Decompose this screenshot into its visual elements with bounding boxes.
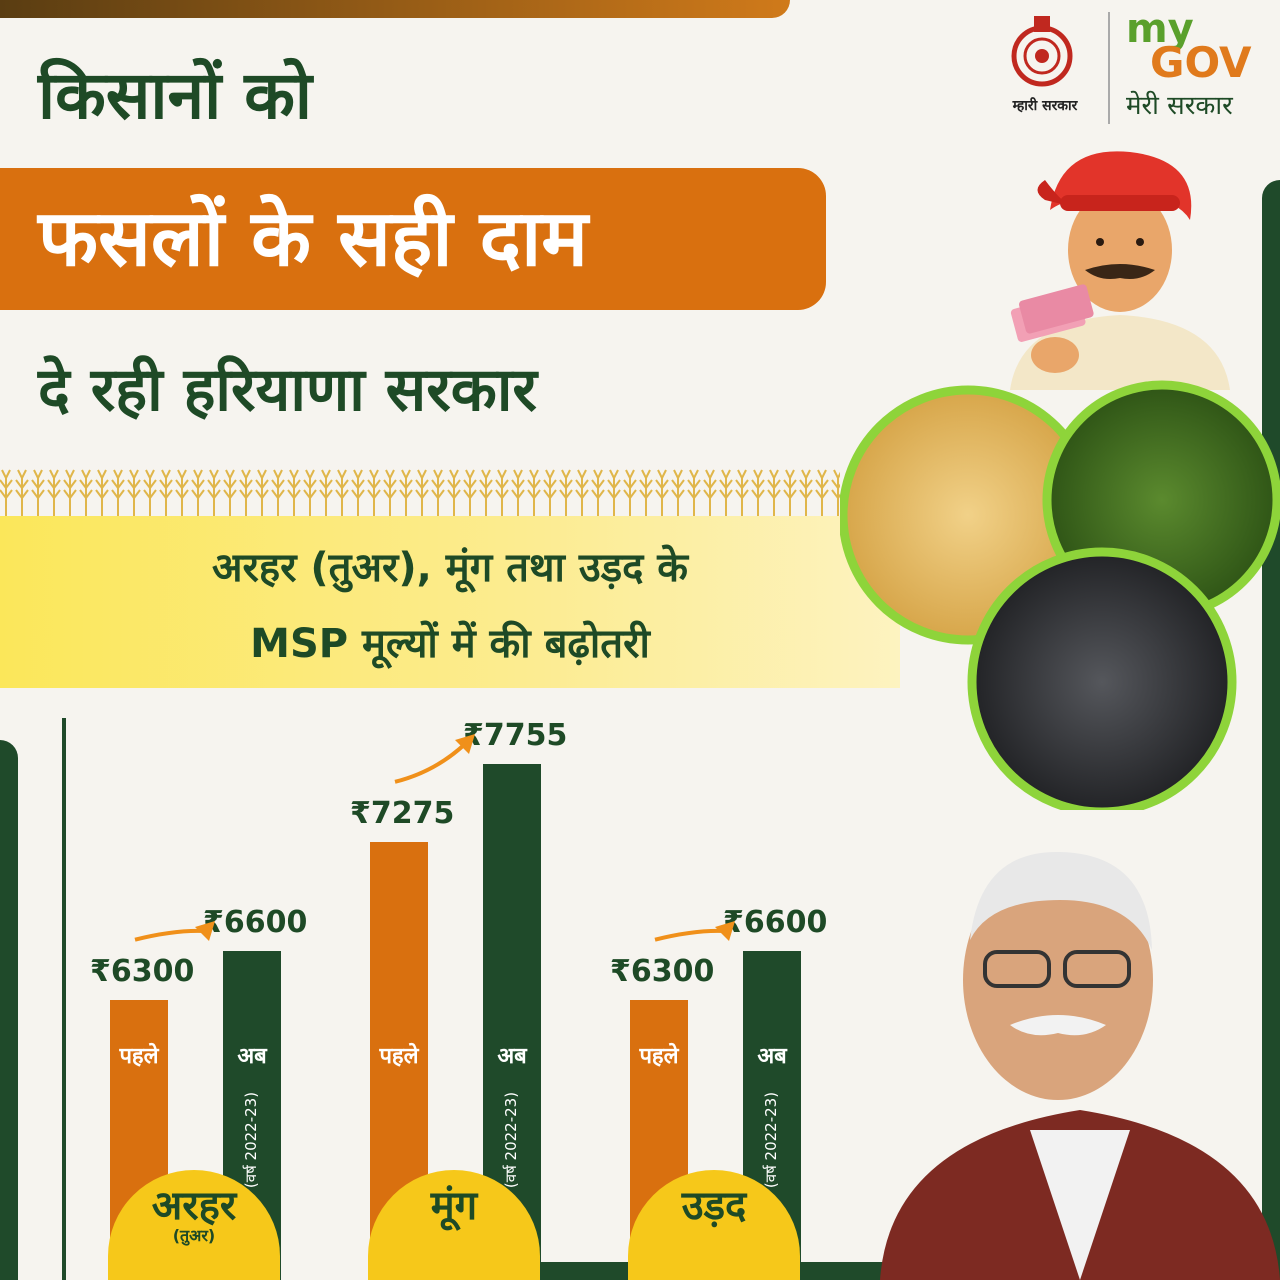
bar-label: अब	[497, 1044, 527, 1069]
headline-line-1: किसानों को	[38, 57, 312, 134]
logo-divider	[1108, 12, 1110, 124]
crop-name: अरहर	[151, 1183, 237, 1229]
increase-arrow-icon	[654, 921, 735, 942]
bar-before-1: पहले	[370, 841, 428, 1280]
bar-label: अब	[237, 1043, 267, 1069]
msp-banner-line-1: अरहर (तुअर), मूंग तथा उड़द के	[211, 545, 689, 591]
mygov-logo-gov: GOV	[1150, 38, 1252, 87]
chart-axis	[62, 718, 66, 1280]
crop-subtitle: (तुअर)	[172, 1226, 216, 1245]
year-note: (वर्ष 2022-23)	[762, 1091, 781, 1189]
increase-arrow-icon	[134, 921, 215, 942]
bar-now-2: अब (वर्ष 2022-23)	[743, 951, 801, 1280]
mygov-caption: मेरी सरकार	[1126, 91, 1233, 121]
mygov-logo-my: my	[1126, 6, 1194, 52]
value-label: ₹6600	[723, 905, 828, 941]
bar-label: अब	[757, 1043, 787, 1069]
value-label: ₹6300	[90, 954, 195, 989]
value-label: ₹6600	[203, 905, 308, 941]
value-label: ₹6300	[610, 954, 715, 989]
crop-badge: अरहर (तुअर)	[108, 1170, 280, 1280]
value-label: ₹7275	[350, 795, 455, 831]
year-note: (वर्ष 2022-23)	[502, 1091, 521, 1189]
headline-line-3: दे रही हरियाणा सरकार	[38, 355, 537, 425]
chief-minister-photo	[880, 851, 1280, 1280]
crop-name: उड़द	[681, 1183, 747, 1229]
bar-label: पहले	[379, 1043, 419, 1069]
top-accent-strip	[0, 0, 790, 18]
grain-bowls-illustration	[840, 380, 1280, 810]
msp-banner-line-2: MSP मूल्यों में की बढ़ोतरी	[250, 621, 650, 667]
crop-name: मूंग	[430, 1183, 478, 1229]
headline-highlight-box	[0, 168, 826, 310]
bar-label: पहले	[639, 1044, 679, 1069]
wheat-decoration	[0, 469, 840, 516]
headline-line-2: फसलों के सही दाम	[38, 194, 588, 284]
bar-before-2: पहले	[630, 1000, 688, 1280]
left-accent-strip	[0, 740, 18, 1280]
increase-arrow-icon	[394, 734, 475, 784]
bar-before-0: पहले	[110, 1000, 168, 1280]
haryana-emblem-icon	[1011, 16, 1073, 87]
bar-now-0: अब (वर्ष 2022-23)	[223, 951, 281, 1280]
farmer-illustration	[1010, 151, 1230, 390]
year-note: (वर्ष 2022-23)	[242, 1091, 261, 1189]
haryana-caption: म्हारी सरकार	[1012, 98, 1078, 114]
bar-now-1: अब (वर्ष 2022-23)	[483, 764, 541, 1280]
msp-banner: अरहर (तुअर), मूंग तथा उड़द के MSP मूल्यो…	[0, 516, 900, 688]
bar-label: पहले	[119, 1044, 159, 1069]
value-label: ₹7755	[463, 718, 568, 753]
